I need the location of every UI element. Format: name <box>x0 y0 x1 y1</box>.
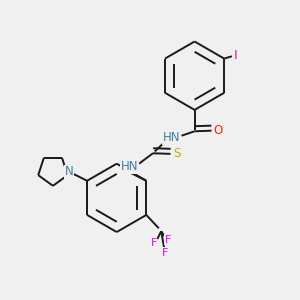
Text: N: N <box>65 165 74 178</box>
Text: I: I <box>234 49 237 62</box>
Text: F: F <box>151 238 157 248</box>
Text: HN: HN <box>163 131 180 144</box>
Text: S: S <box>173 147 180 161</box>
Text: O: O <box>213 124 222 137</box>
Text: HN: HN <box>121 160 139 173</box>
Text: F: F <box>164 235 171 244</box>
Text: F: F <box>162 248 168 258</box>
